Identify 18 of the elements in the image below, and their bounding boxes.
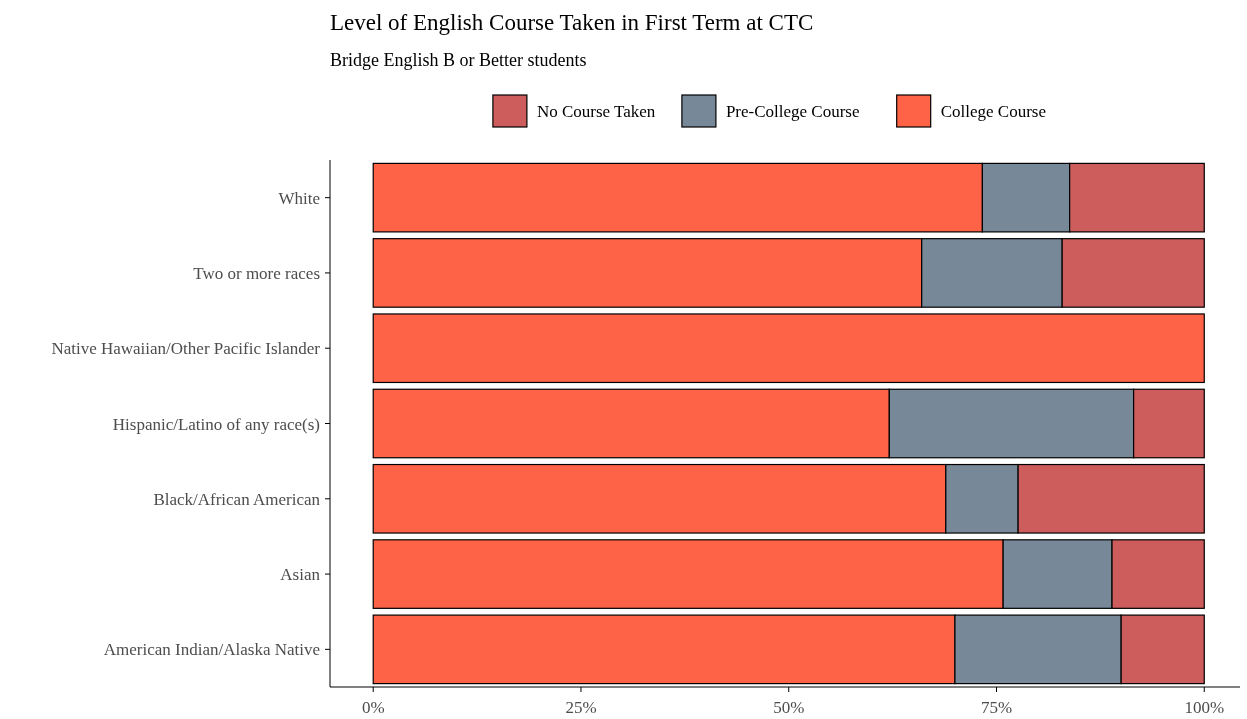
y-tick-label: Native Hawaiian/Other Pacific Islander	[51, 339, 321, 359]
y-tick-label: Two or more races	[193, 263, 320, 283]
y-tick-label: Black/African American	[153, 489, 321, 509]
y-tick-label: Hispanic/Latino of any race(s)	[112, 414, 320, 434]
legend-label: Pre-College Course	[725, 102, 860, 121]
y-tick-label: Asian	[280, 565, 321, 585]
legend-label: College Course	[940, 102, 1046, 121]
x-tick-label: 75%	[980, 698, 1013, 717]
y-tick-label: White	[278, 188, 320, 208]
x-tick-label: 0%	[361, 698, 385, 717]
x-tick-label: 50%	[773, 698, 805, 717]
x-tick-label: 100%	[1184, 698, 1225, 717]
x-tick-label: 25%	[565, 698, 597, 717]
legend-label: No Course Taken	[536, 102, 656, 121]
y-tick-label: American Indian/Alaska Native	[103, 640, 320, 660]
bar	[372, 313, 1205, 384]
chart-title: Level of English Course Taken in First Term at CTC	[330, 10, 814, 35]
chart-subtitle: Bridge English B or Better students	[330, 50, 587, 70]
